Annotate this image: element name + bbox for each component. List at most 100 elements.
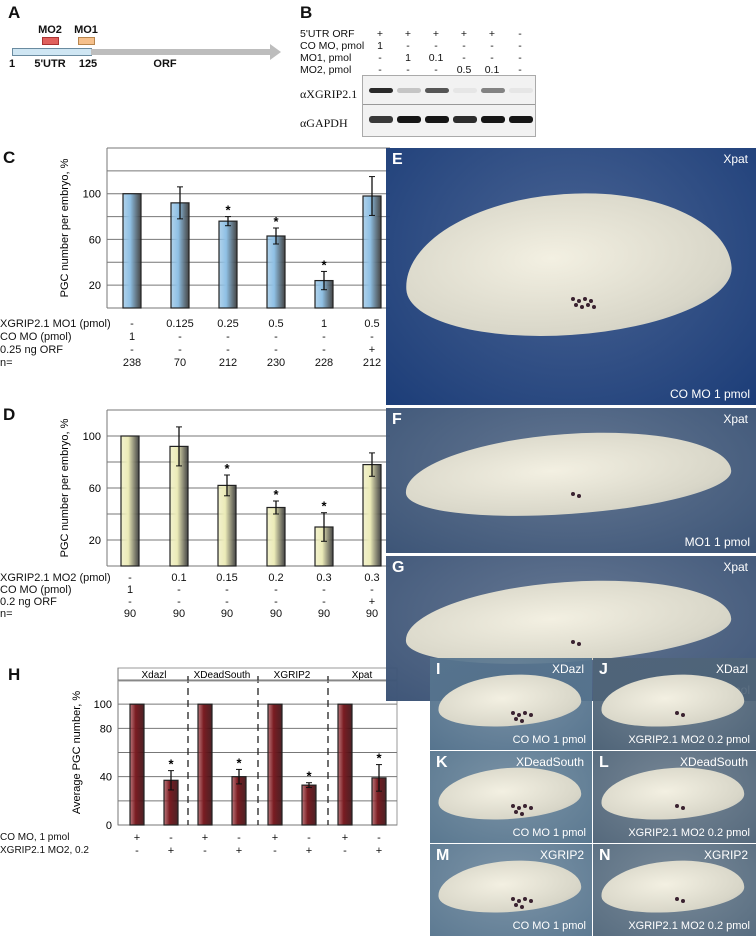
condition-cell: 70	[173, 357, 187, 369]
pgc-stain	[571, 640, 575, 645]
condition-cell: 228	[314, 357, 334, 369]
condition-cell: -	[130, 318, 134, 330]
condition-cell: -	[377, 832, 381, 844]
condition-cell: -	[203, 845, 207, 857]
condition-cell: -	[169, 832, 173, 844]
condition-cell: +	[368, 344, 376, 356]
panel-label: I	[436, 661, 441, 678]
gapdh-band	[397, 116, 421, 123]
embryo	[436, 669, 583, 731]
pos-125-label: 125	[78, 58, 98, 70]
blot-label-gapdh: αGAPDH	[300, 116, 348, 130]
significance-asterisk: *	[224, 461, 230, 476]
condition-cell: -	[274, 596, 278, 608]
condition-cell: 230	[266, 357, 286, 369]
bar	[120, 435, 140, 567]
condition-cell: +	[368, 596, 376, 608]
condition-cell: +	[271, 832, 279, 844]
western-cell: +	[488, 28, 496, 40]
embryo-image-l: L XDeadSouth XGRIP2.1 MO2 0.2 pmol	[593, 751, 756, 843]
pgc-stain	[571, 492, 575, 497]
y-axis-label: PGC number per embryo, %	[59, 418, 71, 557]
condition-cell: +	[341, 832, 349, 844]
bar	[122, 193, 142, 309]
y-tick-label: 80	[100, 723, 112, 735]
embryo	[599, 762, 747, 824]
pgc-stain	[674, 711, 679, 716]
condition-cell: 90	[317, 608, 331, 620]
condition-row-label: CO MO (pmol)	[0, 584, 72, 596]
condition-cell: 90	[172, 608, 186, 620]
condition-cell: -	[225, 596, 229, 608]
arrow-head-icon	[270, 44, 281, 60]
condition-row-label: XGRIP2.1 MO2, 0.2	[0, 845, 89, 856]
condition-cell: 90	[365, 608, 379, 620]
western-cell: -	[434, 64, 438, 76]
xgrip-band	[425, 88, 449, 93]
western-cell: +	[432, 28, 440, 40]
condition-cell: +	[375, 845, 383, 857]
western-row-label: CO MO, pmol	[300, 40, 365, 52]
embryo	[436, 855, 583, 917]
condition-cell: 0.5	[364, 318, 380, 330]
pgc-stain	[571, 297, 575, 302]
utr-label: 5'UTR	[34, 58, 66, 70]
blot-label-xgrip: αXGRIP2.1	[300, 87, 358, 101]
pgc-stain	[517, 713, 521, 718]
condition-cell: -	[178, 331, 182, 343]
condition-cell: +	[133, 832, 141, 844]
condition-cell: 212	[362, 357, 382, 369]
condition-caption: CO MO 1 pmol	[512, 827, 586, 839]
panel-label-d: D	[3, 405, 16, 424]
condition-cell: -	[343, 845, 347, 857]
xgrip-band	[397, 88, 421, 93]
gapdh-band	[369, 116, 393, 123]
orf-label: ORF	[153, 58, 177, 70]
gapdh-band	[425, 116, 449, 123]
pgc-stain	[586, 303, 590, 308]
condition-cell: 1	[320, 318, 328, 330]
embryo-image-i: I XDazl CO MO 1 pmol	[430, 658, 592, 750]
pgc-stain	[529, 806, 533, 811]
condition-row-label: 0.2 ng ORF	[0, 596, 57, 608]
orf-region	[91, 49, 271, 55]
significance-asterisk: *	[376, 751, 382, 766]
condition-cell: -	[178, 344, 182, 356]
condition-cell: -	[226, 331, 230, 343]
condition-cell: -	[177, 584, 181, 596]
mo1-site	[78, 37, 95, 45]
panel-label: J	[599, 661, 608, 678]
panel-label: G	[392, 559, 405, 576]
condition-cell: 0.2	[268, 572, 284, 584]
condition-cell: -	[225, 584, 229, 596]
group-label: XDeadSouth	[194, 670, 251, 681]
condition-cell: 90	[123, 608, 137, 620]
bar	[197, 703, 213, 826]
y-tick-label: 20	[89, 280, 101, 292]
marker-label: XGRIP2	[703, 848, 748, 862]
western-cell: -	[462, 52, 466, 64]
western-row-label: MO1, pmol	[300, 52, 352, 64]
condition-cell: -	[322, 344, 326, 356]
y-tick-label: 40	[100, 772, 112, 784]
group-label: Xdazl	[141, 670, 166, 681]
pgc-stain	[514, 903, 518, 908]
condition-row-label: 0.25 ng ORF	[0, 344, 63, 356]
mo2-label: MO2	[38, 24, 62, 36]
y-axis-label: Average PGC number, %	[71, 691, 83, 815]
bar	[218, 220, 238, 309]
gapdh-band	[481, 116, 505, 123]
pgc-stain	[680, 806, 685, 811]
y-tick-label: 100	[83, 189, 101, 201]
pgc-stain	[583, 297, 587, 302]
significance-asterisk: *	[236, 755, 242, 770]
western-cell: -	[406, 40, 410, 52]
condition-cell: -	[274, 331, 278, 343]
pgc-stain	[674, 804, 679, 809]
bar	[362, 464, 382, 567]
condition-cell: 1	[128, 331, 136, 343]
panel-label: L	[599, 754, 609, 771]
pgc-stain	[680, 713, 685, 718]
condition-cell: -	[273, 845, 277, 857]
